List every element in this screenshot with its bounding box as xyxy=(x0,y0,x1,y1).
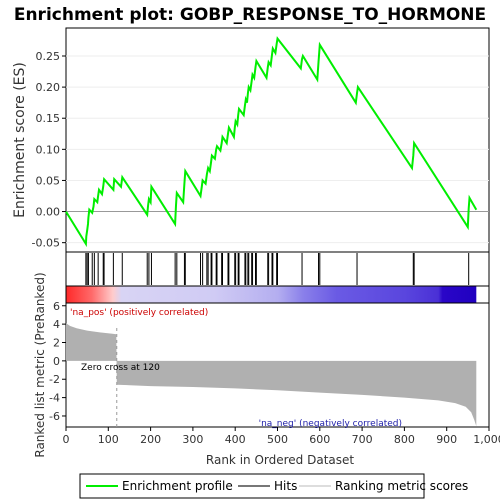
es-y-tick-label: 0.15 xyxy=(36,112,61,125)
x-tick-label: 300 xyxy=(182,433,203,446)
es-y-tick-label: 0.10 xyxy=(36,143,61,156)
x-tick-label: 600 xyxy=(309,433,330,446)
ranked-metric-area xyxy=(66,323,477,427)
es-y-tick-label: 0.25 xyxy=(36,50,61,63)
metric-y-axis-label: Ranked list metric (PreRanked) xyxy=(33,272,47,457)
metric-y-tick-label: 0 xyxy=(53,355,60,368)
metric-y-tick-label: 2 xyxy=(53,336,60,349)
x-tick-label: 800 xyxy=(394,433,415,446)
es-panel-frame xyxy=(65,27,490,253)
metric-y-tick-label: 4 xyxy=(53,318,60,331)
x-tick-label: 200 xyxy=(140,433,161,446)
x-tick-label: 400 xyxy=(225,433,246,446)
ranking-heatmap-bar xyxy=(65,285,490,304)
metric-y-ticks: -6 -4 -2 0 2 4 6 xyxy=(49,300,66,423)
es-y-axis-label: Enrichment score (ES) xyxy=(12,62,28,218)
x-ticks: 0 100 200 300 400 500 600 700 800 900 1,000 xyxy=(63,427,500,446)
es-y-tick-label: 0.00 xyxy=(36,206,61,219)
x-axis: 0 100 200 300 400 500 600 700 800 900 1,000 Rank i… xyxy=(63,427,500,467)
metric-panel: -6 -4 -2 0 2 4 6 'na_pos' (positively correlat… xyxy=(33,272,490,458)
hit-lines xyxy=(85,253,470,285)
x-tick-label: 100 xyxy=(98,433,119,446)
x-tick-label: 900 xyxy=(436,433,457,446)
metric-y-tick-label: -6 xyxy=(49,410,60,423)
metric-y-tick-label: -4 xyxy=(49,392,60,405)
chart-title: Enrichment plot: GOBP_RESPONSE_TO_HORMON… xyxy=(14,5,486,25)
es-y-tick-label: 0.05 xyxy=(36,174,61,187)
es-panel: -0.05 0.00 0.05 0.10 0.15 0.20 0.25 Enrichment… xyxy=(12,27,490,253)
x-tick-label: 500 xyxy=(267,433,288,446)
es-y-tick-label: -0.05 xyxy=(32,237,60,250)
legend-hits-label: Hits xyxy=(274,479,297,493)
zero-cross-label: Zero cross at 120 xyxy=(81,363,160,373)
legend-metric-label: Ranking metric scores xyxy=(335,479,468,493)
pos-correlated-label: 'na_pos' (positively correlated) xyxy=(70,308,208,318)
enrichment-profile-line xyxy=(65,36,478,248)
legend-profile-label: Enrichment profile xyxy=(122,479,233,493)
x-tick-label: 0 xyxy=(63,433,70,446)
metric-y-tick-label: -2 xyxy=(49,373,60,386)
legend: Enrichment profile Hits Ranking metric s… xyxy=(79,473,468,499)
x-axis-label: Rank in Ordered Dataset xyxy=(206,453,354,467)
x-tick-label: 1,000 xyxy=(473,433,500,446)
es-y-tick-label: 0.20 xyxy=(36,81,61,94)
x-tick-label: 700 xyxy=(352,433,373,446)
es-y-ticks: -0.05 0.00 0.05 0.10 0.15 0.20 0.25 xyxy=(32,50,66,250)
neg-correlated-label: 'na_neg' (negatively correlated) xyxy=(259,419,402,429)
metric-y-tick-label: 6 xyxy=(53,300,60,313)
heatmap-gradient xyxy=(66,286,477,303)
hits-panel xyxy=(65,251,490,287)
